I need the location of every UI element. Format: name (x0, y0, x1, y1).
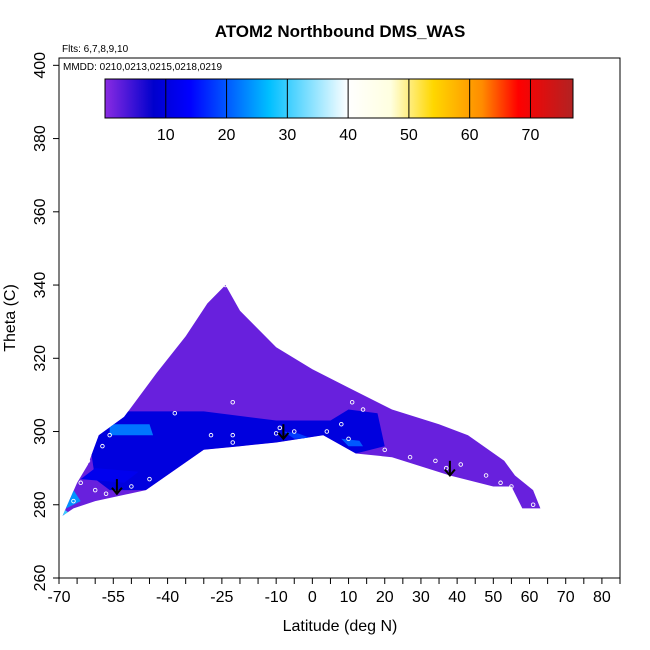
x-tick-label: -40 (156, 589, 179, 606)
sample-point (277, 425, 283, 431)
sample-point (230, 399, 235, 405)
x-tick-label: -10 (265, 589, 288, 606)
sample-point (458, 462, 463, 467)
sample-point (92, 487, 98, 493)
sample-point (498, 480, 503, 486)
colorbar-gradient (104, 78, 574, 119)
x-tick-label: -25 (210, 589, 233, 606)
sample-point (129, 484, 134, 489)
dates-note: MMDD: 0210,0213,0215,0218,0219 (63, 62, 222, 73)
field-layer (62, 285, 541, 516)
y-tick-label: 320 (32, 345, 49, 372)
sample-point (230, 432, 235, 438)
sample-point (208, 432, 214, 438)
sample-point (78, 480, 83, 486)
sample-point (107, 432, 112, 438)
sample-point (292, 429, 297, 434)
colorbar-tick-label: 50 (400, 127, 418, 144)
x-tick-label: -70 (47, 589, 70, 606)
sample-point (172, 410, 178, 416)
field-patch-5 (283, 431, 313, 439)
x-tick-label: 0 (308, 589, 317, 606)
sample-point (100, 443, 105, 449)
sample-point (382, 447, 387, 453)
field-patch-1 (109, 424, 154, 436)
x-tick-label: 60 (521, 589, 539, 606)
colorbar: 10 20 30 40 50 60 70 (104, 78, 574, 144)
sample-point (530, 502, 536, 508)
y-tick-label: 400 (32, 52, 49, 79)
field-patch-6 (341, 438, 363, 447)
arrow-marker (277, 424, 290, 441)
x-tick-label: 50 (484, 589, 502, 606)
x-tick-label: 40 (448, 589, 466, 606)
sample-point (230, 440, 235, 445)
colorbar-tick-label: 20 (218, 127, 236, 144)
arrow-marker (111, 479, 123, 496)
sample-point (147, 476, 152, 482)
sample-point (103, 491, 109, 497)
sample-point (483, 473, 489, 478)
sample-point (324, 429, 330, 434)
colorbar-tick-label: 60 (461, 127, 479, 144)
x-tick-label: 20 (376, 589, 394, 606)
colorbar-tick-label: 30 (278, 127, 296, 144)
y-tick-label: 300 (32, 418, 49, 445)
sample-point (349, 399, 355, 405)
y-tick-label: 280 (32, 491, 49, 518)
x-tick-label: -55 (102, 589, 125, 606)
x-axis: -70 -55 -40 -25 -10 0 10 20 30 40 50 60 70 80 (47, 578, 621, 606)
sample-point (71, 498, 76, 504)
colorbar-tick-label: 40 (339, 127, 357, 144)
y-tick-label: 380 (32, 125, 49, 152)
colorbar-tick-label: 70 (522, 127, 540, 144)
sample-point (85, 458, 91, 464)
y-axis: 260 280 300 320 340 360 380 400 (32, 52, 59, 591)
sample-point (346, 436, 351, 442)
sample-point (509, 484, 514, 489)
arrow-marker (444, 460, 456, 478)
sample-point (339, 421, 344, 427)
field-patch-2 (80, 468, 139, 483)
y-tick-label: 340 (32, 272, 49, 299)
flights-note: Flts: 6,7,8,9,10 (62, 44, 129, 55)
sample-point (223, 282, 228, 288)
x-tick-label: 80 (593, 589, 611, 606)
colorbar-tick-label: 10 (157, 127, 175, 144)
field-patch-0 (88, 409, 385, 491)
x-axis-title: Latitude (deg N) (283, 618, 398, 635)
sample-point (433, 458, 438, 464)
sample-point (360, 407, 366, 412)
x-tick-label: 30 (412, 589, 430, 606)
y-axis-title: Theta (C) (2, 284, 19, 352)
x-tick-label: 70 (557, 589, 575, 606)
plot-frame (58, 57, 621, 579)
arrow-markers (111, 424, 456, 496)
y-tick-label: 360 (32, 198, 49, 225)
chart-title: ATOM2 Northbound DMS_WAS (215, 22, 466, 41)
y-tick-label: 260 (32, 565, 49, 592)
x-tick-label: 10 (340, 589, 358, 606)
sample-point (407, 454, 413, 460)
